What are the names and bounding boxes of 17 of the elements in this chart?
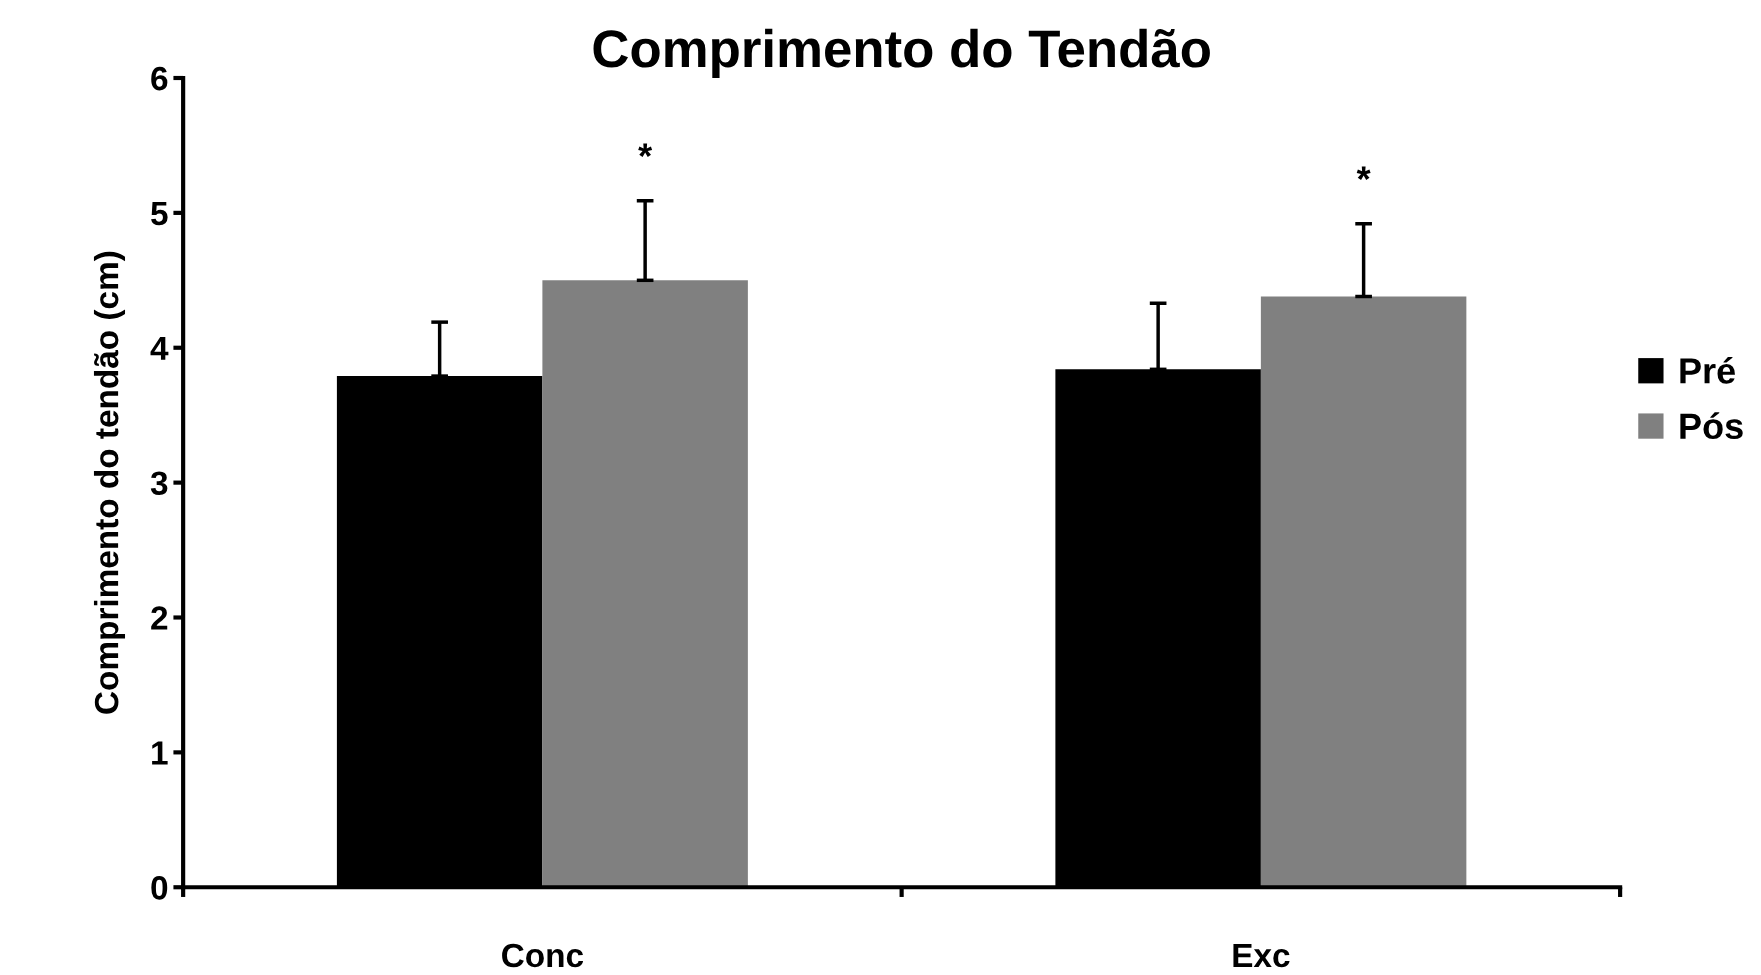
bar [542,280,748,888]
y-tick-label: 3 [150,471,168,496]
chart-title: Comprimento do Tendão [593,28,1210,78]
y-tick-label: 6 [151,66,168,91]
y-tick-label: 0 [151,876,168,900]
x-tick-label: Exc [1233,944,1290,968]
y-tick-label: 4 [150,336,169,360]
y-tick-label: 2 [151,606,168,630]
annotation: * [638,143,653,157]
annotation: * [1356,166,1371,180]
legend-label: Pós [1680,412,1743,440]
legend-label: Pré [1680,356,1735,384]
bar [1260,296,1467,888]
y-tick-label: 1 [152,741,168,765]
x-tick-label: Conc [502,943,584,968]
y-axis-title: Comprimento do tendão (cm) [93,251,126,714]
y-tick-label: 5 [151,202,168,226]
